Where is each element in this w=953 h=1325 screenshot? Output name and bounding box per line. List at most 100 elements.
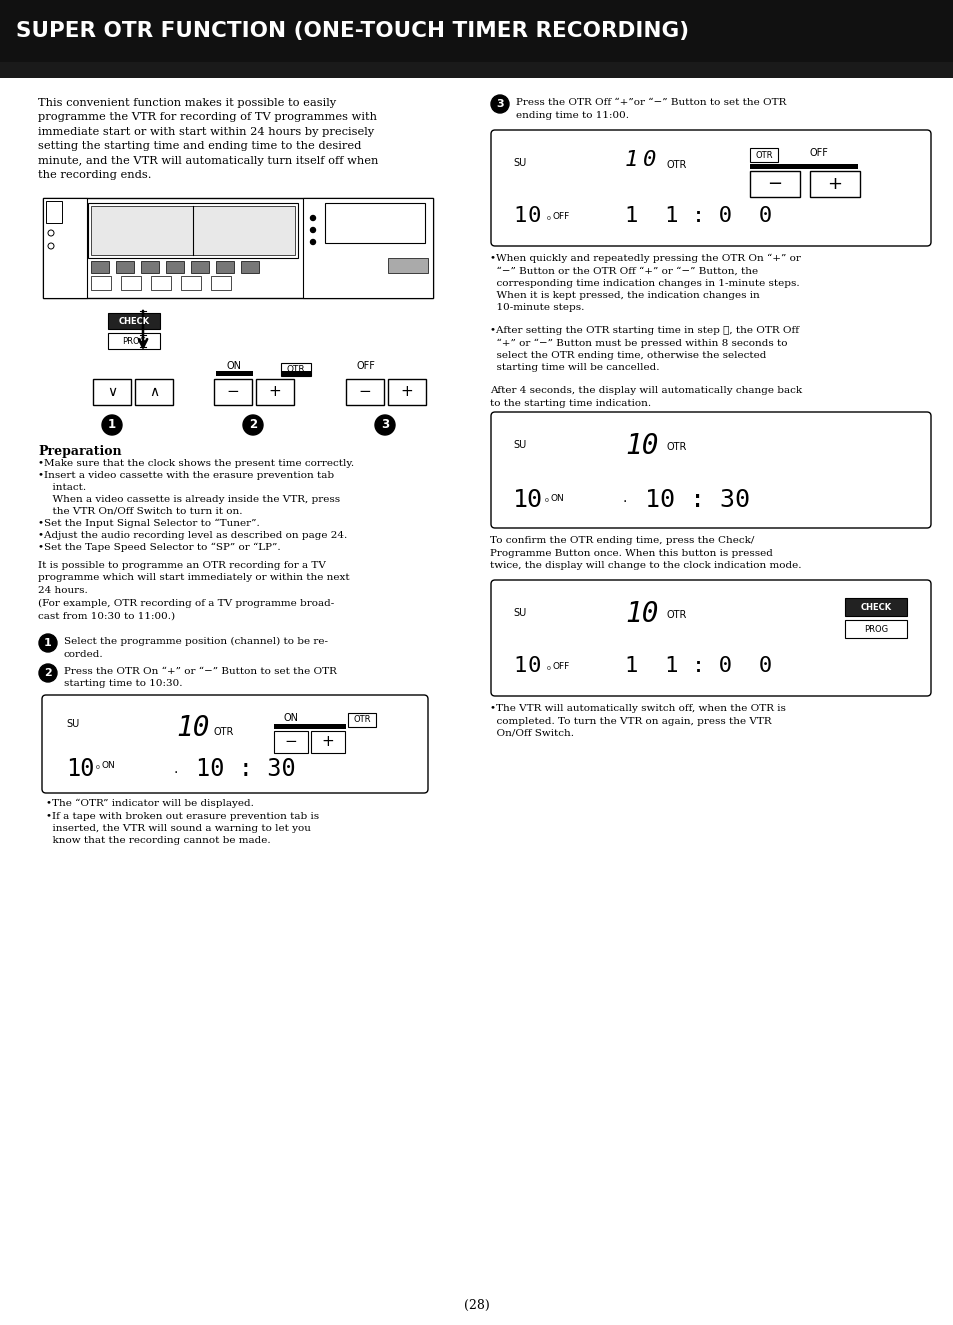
Text: −: −: [227, 384, 239, 400]
Bar: [92, 379, 131, 405]
Bar: [91, 261, 109, 273]
Text: ∨: ∨: [107, 386, 117, 399]
Text: SU: SU: [66, 719, 79, 729]
Bar: [844, 598, 906, 616]
Text: ON: ON: [102, 761, 115, 770]
Text: 10: 10: [624, 432, 658, 460]
Bar: [274, 723, 346, 729]
Bar: [346, 379, 384, 405]
Text: OTR: OTR: [666, 160, 687, 170]
Bar: [91, 205, 294, 254]
Bar: [135, 379, 172, 405]
Text: ₀: ₀: [544, 494, 548, 504]
Bar: [311, 731, 345, 753]
Text: CHECK: CHECK: [860, 603, 891, 612]
Text: 10: 10: [66, 757, 94, 780]
Text: −: −: [766, 175, 781, 193]
Text: the VTR On/Off Switch to turn it on.: the VTR On/Off Switch to turn it on.: [46, 507, 242, 515]
Circle shape: [102, 415, 122, 435]
Bar: [749, 164, 857, 170]
Text: 1: 1: [513, 656, 526, 676]
Text: ₀: ₀: [96, 761, 100, 771]
Text: SU: SU: [513, 608, 526, 617]
Text: OFF: OFF: [809, 148, 828, 158]
Text: intact.: intact.: [46, 484, 86, 492]
Bar: [325, 203, 424, 242]
Bar: [348, 713, 375, 727]
FancyBboxPatch shape: [491, 580, 930, 696]
Text: •The “OTR” indicator will be displayed.: •The “OTR” indicator will be displayed.: [46, 799, 253, 808]
Bar: [844, 620, 906, 639]
Text: ON: ON: [551, 494, 564, 504]
Bar: [43, 197, 433, 298]
Text: 1: 1: [513, 205, 526, 227]
Text: SU: SU: [513, 158, 526, 168]
Bar: [274, 731, 308, 753]
Circle shape: [48, 231, 54, 236]
Circle shape: [310, 240, 315, 245]
Text: −: −: [358, 384, 371, 400]
Bar: [388, 258, 428, 273]
Text: +: +: [269, 384, 281, 400]
Circle shape: [310, 228, 315, 232]
Bar: [388, 379, 426, 405]
Text: 0: 0: [642, 150, 656, 170]
Text: OFF: OFF: [356, 360, 375, 371]
Bar: [241, 261, 258, 273]
Text: 2: 2: [249, 419, 256, 432]
Text: 10: 10: [624, 600, 658, 628]
Bar: [281, 363, 311, 376]
Text: .: .: [622, 492, 627, 505]
Circle shape: [375, 415, 395, 435]
Bar: [108, 313, 160, 329]
Text: 10: 10: [175, 714, 210, 742]
Circle shape: [39, 664, 57, 682]
Bar: [116, 261, 133, 273]
Bar: [0, 0, 953, 62]
Text: It is possible to programme an OTR recording for a TV
programme which will start: It is possible to programme an OTR recor…: [38, 560, 349, 620]
Text: .: .: [173, 762, 178, 776]
Text: OTR: OTR: [353, 716, 371, 725]
Text: SUPER OTR FUNCTION (ONE-TOUCH TIMER RECORDING): SUPER OTR FUNCTION (ONE-TOUCH TIMER RECO…: [16, 21, 688, 41]
Bar: [91, 276, 111, 290]
Bar: [88, 203, 297, 258]
FancyBboxPatch shape: [42, 696, 428, 792]
Text: ₀: ₀: [546, 662, 550, 672]
FancyBboxPatch shape: [491, 412, 930, 527]
Text: 0: 0: [527, 656, 540, 676]
Text: OTR: OTR: [755, 151, 772, 159]
Text: +: +: [826, 175, 841, 193]
Bar: [181, 276, 201, 290]
Circle shape: [39, 633, 57, 652]
Text: 1: 1: [108, 419, 116, 432]
Text: CHECK: CHECK: [118, 317, 150, 326]
Text: 1  1 : 0  0: 1 1 : 0 0: [624, 656, 771, 676]
Text: 10 : 30: 10 : 30: [644, 488, 749, 511]
Text: •Set the Input Signal Selector to “Tuner”.: •Set the Input Signal Selector to “Tuner…: [38, 519, 259, 529]
Text: PROG: PROG: [122, 337, 146, 346]
Text: 1: 1: [624, 150, 638, 170]
Bar: [749, 171, 800, 197]
Text: SU: SU: [513, 440, 526, 451]
Bar: [215, 261, 233, 273]
Bar: [121, 276, 141, 290]
Text: OFF: OFF: [553, 212, 570, 221]
Text: OFF: OFF: [553, 662, 570, 670]
Text: •The VTR will automatically switch off, when the OTR is
  completed. To turn the: •The VTR will automatically switch off, …: [490, 704, 785, 738]
Bar: [46, 201, 62, 223]
Text: 1  1 : 0  0: 1 1 : 0 0: [624, 205, 771, 227]
Circle shape: [491, 95, 509, 113]
Text: •Set the Tape Speed Selector to “SP” or “LP”.: •Set the Tape Speed Selector to “SP” or …: [38, 543, 280, 553]
Text: OTR: OTR: [666, 610, 687, 620]
Text: To confirm the OTR ending time, press the Check/
Programme Button once. When thi: To confirm the OTR ending time, press th…: [490, 537, 801, 570]
Bar: [191, 261, 209, 273]
Circle shape: [310, 216, 315, 220]
Text: After 4 seconds, the display will automatically change back
to the starting time: After 4 seconds, the display will automa…: [490, 386, 801, 408]
Text: ON: ON: [284, 713, 298, 723]
Text: OTR: OTR: [287, 364, 305, 374]
Text: •If a tape with broken out erasure prevention tab is
  inserted, the VTR will so: •If a tape with broken out erasure preve…: [46, 812, 319, 845]
Text: OTR: OTR: [213, 727, 234, 737]
Text: −: −: [284, 734, 297, 750]
Bar: [166, 261, 184, 273]
Text: 10: 10: [513, 488, 542, 511]
